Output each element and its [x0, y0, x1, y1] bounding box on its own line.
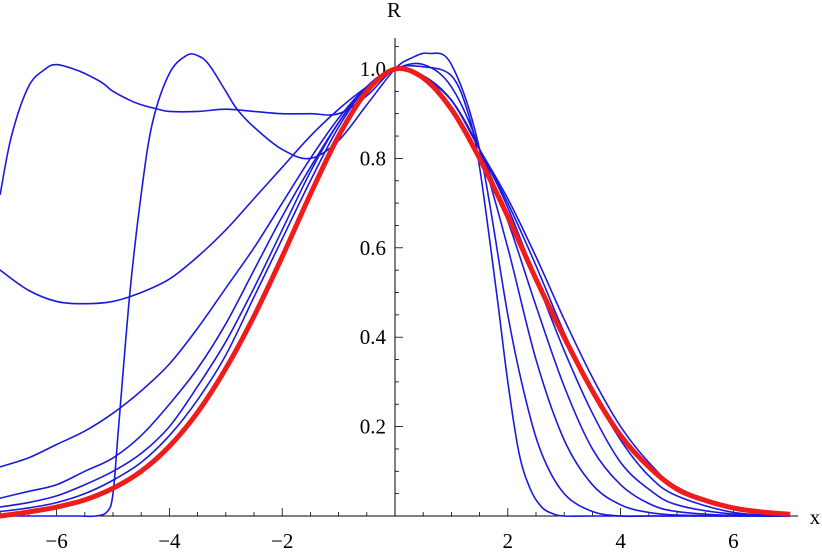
axes: −6 −4 −2 2 4 60.20.40.60.81.0 — [0, 38, 798, 553]
y-tick-label: 0.8 — [360, 146, 386, 170]
y-tick-label: 0.2 — [360, 415, 386, 439]
series-layer — [0, 52, 790, 519]
series-line-7 — [0, 67, 790, 516]
series-line-2 — [0, 52, 790, 518]
series-line-thick — [0, 65, 790, 519]
x-tick-label: 2 — [503, 529, 514, 553]
y-axis-label: R — [387, 0, 401, 22]
x-tick-label: −2 — [271, 529, 293, 553]
y-tick-label: 0.6 — [360, 236, 386, 260]
y-tick-label: 0.4 — [360, 325, 387, 349]
x-tick-label: −4 — [158, 529, 181, 553]
x-tick-label: −6 — [45, 529, 67, 553]
x-tick-label: 6 — [728, 529, 739, 553]
x-axis-label: x — [810, 505, 821, 529]
x-tick-label: 4 — [615, 529, 626, 553]
